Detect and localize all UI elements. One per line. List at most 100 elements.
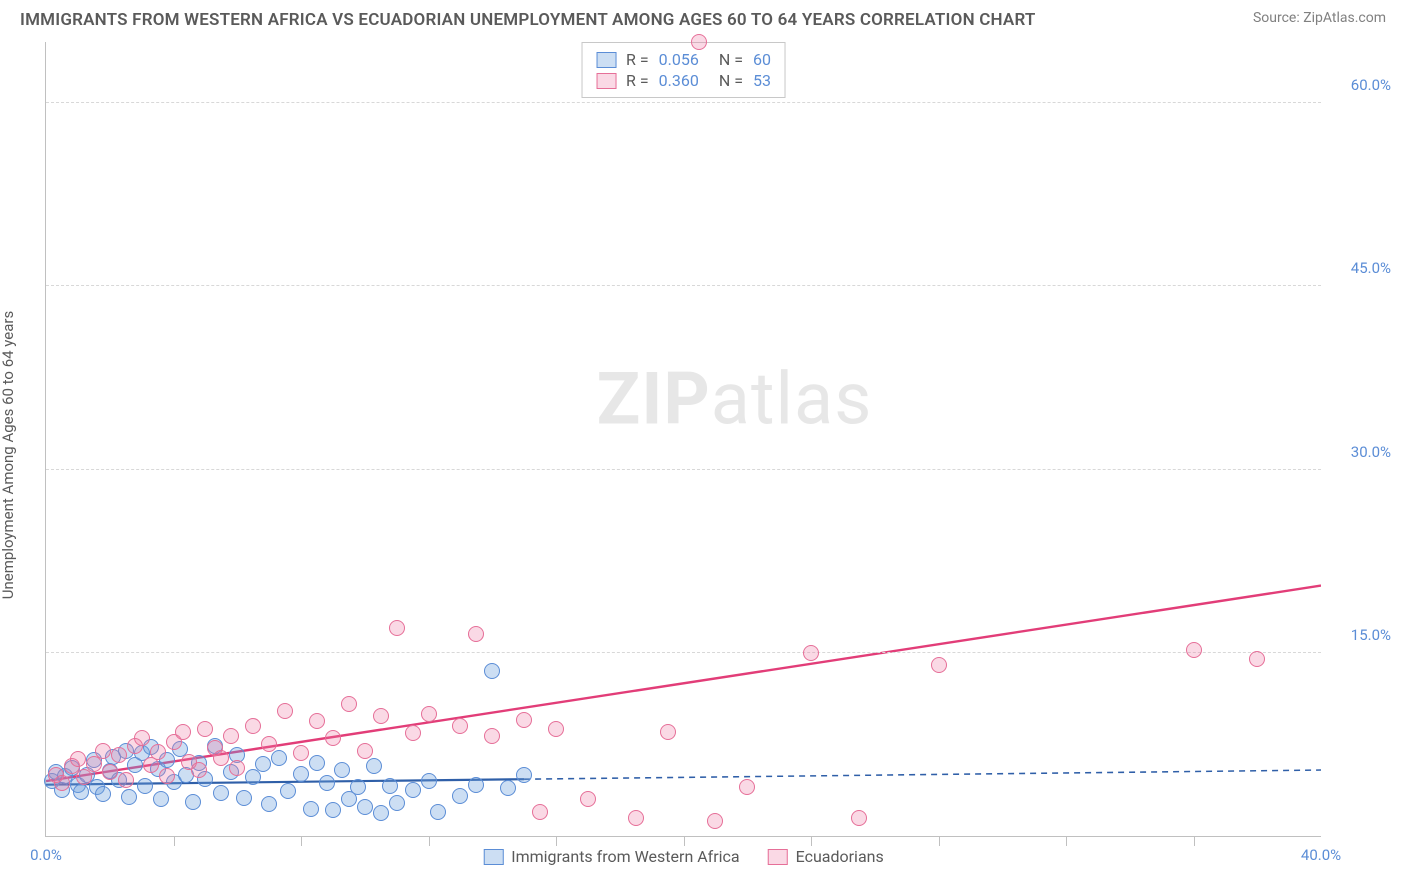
- data-point-ecuadorians: [111, 747, 127, 763]
- data-point-ecuadorians: [405, 725, 421, 741]
- data-point-ecuadorians: [95, 743, 111, 759]
- stats-n-value: 53: [753, 71, 771, 90]
- data-point-ecuadorians: [628, 810, 644, 826]
- data-point-ecuadorians: [851, 810, 867, 826]
- x-minor-tick: [429, 836, 430, 846]
- data-point-western_africa: [121, 789, 137, 805]
- legend-item-ecuadorians: Ecuadorians: [768, 847, 884, 866]
- data-point-western_africa: [236, 790, 252, 806]
- x-minor-tick: [1066, 836, 1067, 846]
- data-point-ecuadorians: [261, 736, 277, 752]
- data-point-western_africa: [73, 784, 89, 800]
- data-point-ecuadorians: [421, 706, 437, 722]
- data-point-western_africa: [185, 794, 201, 810]
- x-minor-tick: [684, 836, 685, 846]
- data-point-western_africa: [261, 796, 277, 812]
- watermark-light: atlas: [711, 357, 873, 442]
- data-point-ecuadorians: [102, 764, 118, 780]
- stats-swatch: [596, 73, 616, 89]
- data-point-western_africa: [303, 801, 319, 817]
- data-point-ecuadorians: [931, 657, 947, 673]
- data-point-western_africa: [382, 778, 398, 794]
- series-legend: Immigrants from Western Africa Ecuadorian…: [483, 847, 884, 866]
- stats-n-value: 60: [753, 50, 771, 69]
- source-prefix: Source:: [1253, 10, 1303, 26]
- gridline-h: [46, 285, 1321, 286]
- data-point-western_africa: [280, 783, 296, 799]
- data-point-western_africa: [293, 766, 309, 782]
- stats-n-label: N =: [719, 50, 743, 69]
- x-minor-tick: [556, 836, 557, 846]
- data-point-ecuadorians: [191, 762, 207, 778]
- chart-title: IMMIGRANTS FROM WESTERN AFRICA VS ECUADO…: [20, 10, 1036, 30]
- data-point-ecuadorians: [175, 724, 191, 740]
- data-point-ecuadorians: [150, 744, 166, 760]
- data-point-western_africa: [137, 778, 153, 794]
- data-point-western_africa: [309, 755, 325, 771]
- data-point-western_africa: [484, 663, 500, 679]
- source-name: ZipAtlas.com: [1303, 10, 1386, 26]
- legend-swatch: [768, 849, 788, 865]
- data-point-western_africa: [319, 775, 335, 791]
- x-minor-tick: [1194, 836, 1195, 846]
- data-point-ecuadorians: [532, 804, 548, 820]
- stats-r-value: 0.360: [659, 71, 699, 90]
- y-tick-label: 60.0%: [1331, 76, 1391, 94]
- data-point-western_africa: [95, 786, 111, 802]
- data-point-ecuadorians: [484, 728, 500, 744]
- data-point-western_africa: [334, 762, 350, 778]
- data-point-ecuadorians: [389, 620, 405, 636]
- source-attribution: Source: ZipAtlas.com: [1253, 10, 1386, 26]
- legend-label: Ecuadorians: [796, 847, 884, 866]
- data-point-ecuadorians: [803, 645, 819, 661]
- data-point-western_africa: [405, 782, 421, 798]
- data-point-ecuadorians: [277, 703, 293, 719]
- stats-r-label: R =: [626, 71, 649, 90]
- legend-label: Immigrants from Western Africa: [511, 847, 739, 866]
- data-point-ecuadorians: [548, 721, 564, 737]
- data-point-western_africa: [271, 750, 287, 766]
- data-point-western_africa: [430, 804, 446, 820]
- watermark-bold: ZIP: [597, 357, 711, 442]
- data-point-ecuadorians: [134, 730, 150, 746]
- data-point-ecuadorians: [118, 772, 134, 788]
- data-point-western_africa: [153, 791, 169, 807]
- data-point-western_africa: [389, 795, 405, 811]
- data-point-ecuadorians: [1186, 642, 1202, 658]
- data-point-ecuadorians: [707, 813, 723, 829]
- x-minor-tick: [811, 836, 812, 846]
- gridline-h: [46, 652, 1321, 653]
- trendline-western_africa-dashed: [524, 770, 1321, 779]
- data-point-western_africa: [357, 799, 373, 815]
- gridline-h: [46, 469, 1321, 470]
- y-tick-label: 45.0%: [1331, 259, 1391, 277]
- legend-swatch: [483, 849, 503, 865]
- stats-swatch: [596, 52, 616, 68]
- data-point-ecuadorians: [229, 760, 245, 776]
- data-point-ecuadorians: [293, 745, 309, 761]
- legend-item-western_africa: Immigrants from Western Africa: [483, 847, 739, 866]
- data-point-ecuadorians: [1249, 651, 1265, 667]
- y-tick-label: 15.0%: [1331, 626, 1391, 644]
- data-point-ecuadorians: [70, 751, 86, 767]
- data-point-ecuadorians: [86, 756, 102, 772]
- data-point-western_africa: [325, 802, 341, 818]
- stats-row-ecuadorians: R =0.360N =53: [596, 70, 771, 91]
- data-point-ecuadorians: [580, 791, 596, 807]
- data-point-ecuadorians: [739, 779, 755, 795]
- x-minor-tick: [174, 836, 175, 846]
- data-point-western_africa: [245, 769, 261, 785]
- data-point-western_africa: [468, 777, 484, 793]
- data-point-ecuadorians: [373, 708, 389, 724]
- gridline-h: [46, 102, 1321, 103]
- data-point-western_africa: [366, 758, 382, 774]
- data-point-ecuadorians: [245, 718, 261, 734]
- data-point-ecuadorians: [357, 743, 373, 759]
- x-tick-label: 0.0%: [30, 846, 62, 864]
- data-point-ecuadorians: [159, 768, 175, 784]
- trend-lines-svg: [46, 42, 1321, 836]
- data-point-ecuadorians: [76, 769, 92, 785]
- correlation-stats-legend: R =0.056N =60R =0.360N =53: [581, 42, 786, 98]
- data-point-western_africa: [255, 756, 271, 772]
- data-point-ecuadorians: [325, 730, 341, 746]
